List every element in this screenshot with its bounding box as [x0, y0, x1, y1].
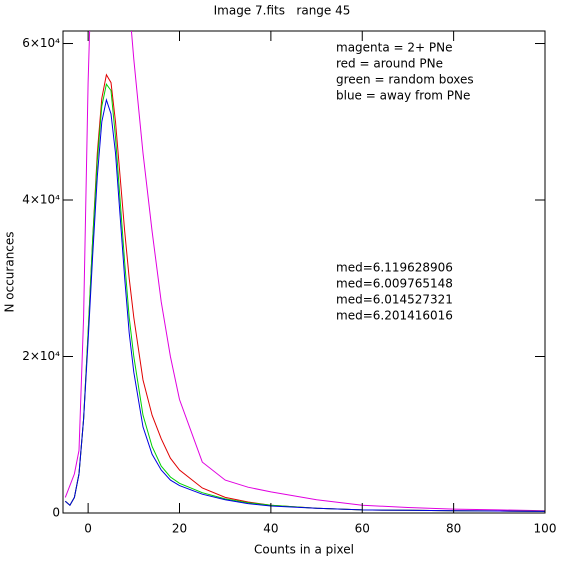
- chart-title: Image 7.fits range 45: [214, 4, 351, 18]
- legend-entry: magenta = 2+ PNe: [336, 41, 453, 55]
- median-label: med=6.009765148: [336, 277, 453, 291]
- series-line: [64, 97, 545, 512]
- x-tick-label: 20: [172, 522, 187, 536]
- x-tick-label: 60: [355, 522, 370, 536]
- median-label: med=6.201416016: [336, 309, 453, 323]
- median-label: med=6.119628906: [336, 261, 453, 275]
- legend-entry: red = around PNe: [336, 57, 443, 71]
- legend-entry: green = random boxes: [336, 73, 474, 87]
- x-tick-label: 0: [84, 522, 92, 536]
- y-tick-label: 4×10⁴: [22, 193, 60, 207]
- y-axis-label: N occurances: [3, 231, 17, 312]
- y-tick-label: 6×10⁴: [22, 36, 60, 50]
- x-tick-label: 100: [534, 522, 557, 536]
- y-tick-label: 0: [52, 506, 60, 520]
- y-tick-label: 2×10⁴: [22, 349, 60, 363]
- median-label: med=6.014527321: [336, 293, 453, 307]
- series-line: [64, 31, 545, 512]
- plot-lines: [64, 31, 545, 512]
- x-tick-label: 80: [446, 522, 461, 536]
- legend-entry: blue = away from PNe: [336, 89, 470, 103]
- x-tick-label: 40: [263, 522, 278, 536]
- plot-frame: [62, 30, 546, 514]
- x-axis-label: Counts in a pixel: [254, 543, 354, 557]
